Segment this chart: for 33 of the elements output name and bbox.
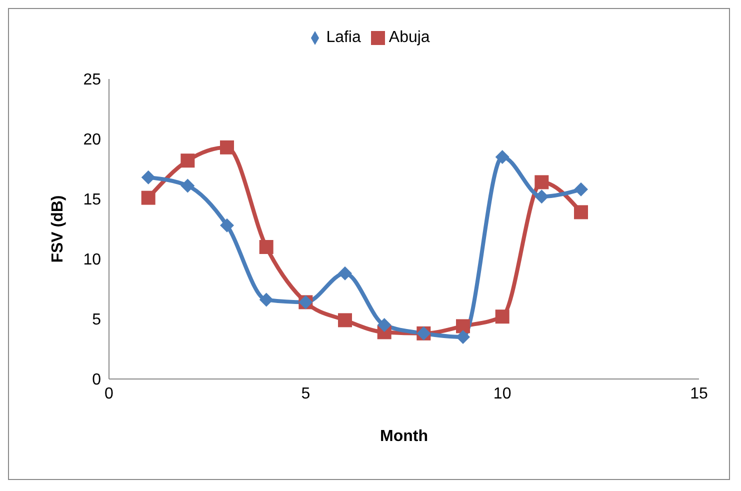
point (495, 150, 510, 164)
point (141, 190, 156, 205)
x-axis-title: Month (380, 428, 428, 445)
legend-label: Abuja (388, 29, 430, 46)
point (377, 318, 392, 332)
legend-label: Lafia (326, 29, 361, 46)
x-tick-label: 15 (690, 385, 708, 402)
y-tick-label: 10 (83, 252, 102, 269)
y-tick-label: 20 (83, 132, 102, 149)
x-tick-label: 0 (104, 385, 114, 402)
point (534, 175, 549, 190)
x-tick-label: 5 (301, 385, 310, 402)
point (338, 313, 352, 328)
point (534, 190, 549, 204)
y-tick-label: 25 (83, 72, 102, 89)
point (259, 240, 274, 254)
point (180, 154, 195, 168)
point (259, 292, 274, 307)
point (574, 205, 588, 220)
point (180, 178, 195, 193)
point (141, 170, 156, 184)
point (338, 266, 352, 280)
x-tick-label: 10 (493, 385, 512, 402)
y-tick-label: 15 (83, 192, 102, 209)
point (574, 182, 588, 196)
y-tick-label: 0 (92, 372, 102, 389)
y-tick-label: 5 (92, 312, 102, 329)
point (220, 218, 234, 232)
point (495, 310, 510, 324)
point (220, 140, 234, 154)
point (456, 319, 470, 334)
point (456, 330, 470, 344)
y-axis-title: FSV (dB) (50, 195, 67, 263)
